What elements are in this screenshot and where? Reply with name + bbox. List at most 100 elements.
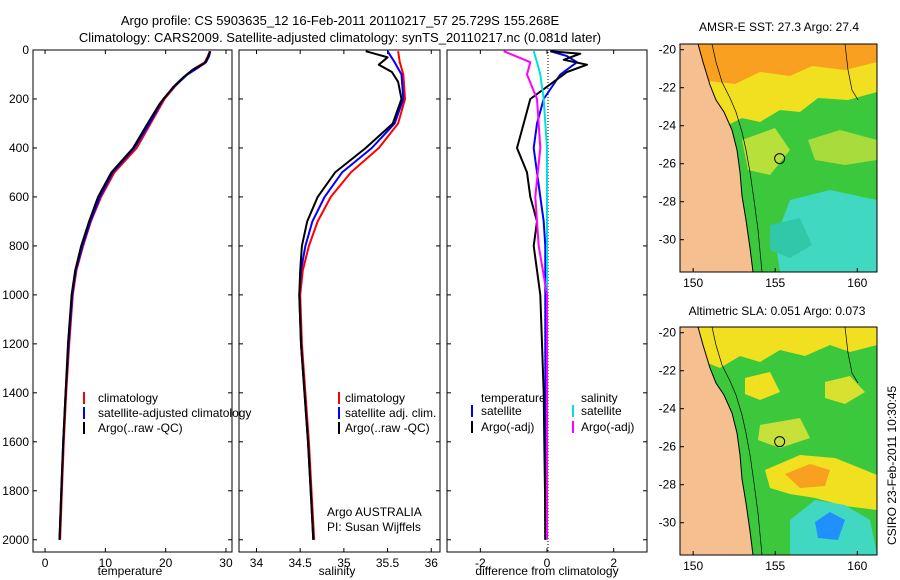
- sla-hot-core: [785, 464, 830, 488]
- temperature-xlabel: temperature: [98, 564, 163, 578]
- x-tick-label: 10: [99, 556, 113, 570]
- sst-land: [680, 44, 753, 272]
- temperature-axes-frame: [32, 49, 233, 553]
- depth-tick-label: 1600: [2, 435, 29, 449]
- latitude-tick-label: -20: [659, 43, 677, 57]
- series-line-satellite-adj-clim: [298, 50, 405, 540]
- sla-cold-core: [815, 512, 845, 540]
- longitude-tick-label: 160: [847, 276, 867, 290]
- x-tick-label: 36: [425, 556, 439, 570]
- latitude-tick-label: -24: [659, 119, 677, 133]
- x-tick-label: 20: [159, 556, 173, 570]
- longitude-tick-label: 155: [765, 276, 785, 290]
- longitude-tick-label: 150: [683, 276, 703, 290]
- salinity-axis-ticks: 34 34.5 35 35.5 36: [250, 50, 438, 570]
- x-tick-label: 34: [250, 556, 264, 570]
- legend-label-temp-satellite: satellite: [481, 404, 522, 418]
- legend-label-satellite: satellite adj. clim.: [345, 406, 436, 420]
- sla-map-ticks: 150 155 160 -20 -22 -24 -26 -28 -30: [659, 326, 868, 573]
- latitude-tick-label: -26: [659, 157, 677, 171]
- salinity-axes-frame: [238, 49, 441, 553]
- side-timestamp-label: CSIRO 23-Feb-2011 10:30:45: [885, 385, 899, 545]
- legend-label-argo: Argo(..raw -QC): [345, 421, 430, 435]
- depth-tick-label: 2000: [2, 533, 29, 547]
- longitude-tick-label: 150: [683, 559, 703, 573]
- sla-map-title: Altimetric SLA: 0.051 Argo: 0.073: [689, 304, 866, 318]
- sla-patch-3: [758, 418, 810, 448]
- sst-cool-patch: [770, 218, 812, 258]
- sst-yellow-patch-2: [808, 130, 877, 165]
- sla-land: [680, 327, 753, 555]
- difference-depth-ticks: [447, 49, 647, 541]
- difference-axis-ticks: -2 0 2: [475, 50, 617, 570]
- salinity-xlabel: salinity: [319, 564, 356, 578]
- salinity-series: [298, 50, 406, 540]
- sst-bathymetry-contour: [711, 44, 763, 272]
- sst-float-location-marker: [774, 153, 786, 165]
- latitude-tick-label: -30: [659, 233, 677, 247]
- sst-hot-region: [680, 44, 877, 86]
- latitude-tick-label: -26: [659, 440, 677, 454]
- annotation-line-2: PI: Susan Wijffels: [327, 520, 421, 534]
- difference-panel: -2 0 2 difference from climatology tempera…: [446, 49, 648, 578]
- temperature-panel: 0 200 400 600 800 1000 1200 1400 1600 1800 2000 0 1…: [2, 43, 251, 578]
- sla-map-panel: Altimetric SLA: 0.051 Argo: 0.073 150 155…: [659, 304, 878, 573]
- x-tick-label: 35.5: [376, 556, 400, 570]
- salinity-depth-ticks: [239, 49, 440, 541]
- sst-bathymetry-contour-2: [844, 44, 859, 101]
- sla-coastline: [697, 327, 754, 555]
- latitude-tick-label: -28: [659, 478, 677, 492]
- latitude-tick-label: -24: [659, 402, 677, 416]
- sla-bathymetry-contour: [711, 327, 763, 555]
- longitude-tick-label: 160: [847, 559, 867, 573]
- series-line-climatology: [299, 51, 406, 540]
- longitude-tick-label: 155: [765, 559, 785, 573]
- sst-coastline: [697, 44, 754, 272]
- latitude-tick-label: -20: [659, 326, 677, 340]
- legend-title-salinity: salinity: [581, 391, 618, 405]
- sla-float-location-marker: [774, 436, 786, 448]
- depth-tick-label: 1400: [2, 386, 29, 400]
- title-line-2: Climatology: CARS2009. Satellite-adjuste…: [79, 30, 601, 45]
- legend-label-sal-satellite: satellite: [581, 404, 622, 418]
- x-tick-label: 0: [42, 556, 49, 570]
- sla-bathymetry-contour-2: [844, 327, 859, 384]
- sst-map-ticks: 150 155 160 -20 -22 -24 -26 -28 -30: [659, 43, 868, 290]
- temperature-series: [58, 50, 212, 540]
- difference-xlabel: difference from climatology: [475, 564, 618, 578]
- legend-label-argo: Argo(..raw -QC): [98, 421, 183, 435]
- x-tick-label: 0: [544, 556, 551, 570]
- legend-label-climatology: climatology: [345, 391, 405, 405]
- latitude-tick-label: -22: [659, 364, 677, 378]
- sst-map-title: AMSR-E SST: 27.3 Argo: 27.4: [699, 20, 859, 34]
- depth-tick-label: 0: [22, 43, 29, 57]
- difference-legend: temperature satellite Argo(-adj) salinit…: [471, 391, 634, 434]
- series-line-climatology: [59, 50, 211, 540]
- sst-map-panel: AMSR-E SST: 27.3 Argo: 27.4 150 155 160 -20…: [659, 20, 878, 290]
- title-line-1: Argo profile: CS 5903635_12 16-Feb-2011 …: [121, 13, 560, 28]
- depth-tick-label: 1200: [2, 337, 29, 351]
- sla-patch-2: [825, 376, 865, 404]
- temperature-legend: climatology satellite-adjusted climatolo…: [83, 391, 251, 435]
- x-tick-label: -2: [475, 556, 486, 570]
- legend-label-satellite: satellite-adjusted climatology: [98, 406, 251, 420]
- sst-map-frame: [679, 43, 878, 273]
- series-line-satellite-adjusted-climatology: [58, 50, 212, 540]
- salinity-panel: 34 34.5 35 35.5 36 salinity climatology sate…: [238, 49, 441, 578]
- depth-tick-label: 200: [9, 92, 29, 106]
- legend-label-climatology: climatology: [98, 391, 158, 405]
- x-tick-label: 2: [610, 556, 617, 570]
- legend-label-sal-argo: Argo(-adj): [581, 420, 634, 434]
- series-line-temperature-argo-adj: [516, 50, 588, 540]
- legend-title-temperature: temperature: [481, 391, 546, 405]
- salinity-legend: climatology satellite adj. clim. Argo(..…: [338, 391, 436, 435]
- x-tick-label: 35: [337, 556, 351, 570]
- latitude-tick-label: -28: [659, 195, 677, 209]
- annotation-line-1: Argo AUSTRALIA: [327, 505, 422, 519]
- series-line-argo-raw-qc: [298, 50, 403, 540]
- x-tick-label: 30: [219, 556, 233, 570]
- depth-tick-label: 800: [9, 239, 29, 253]
- sla-map-frame: [679, 326, 878, 556]
- latitude-tick-label: -30: [659, 516, 677, 530]
